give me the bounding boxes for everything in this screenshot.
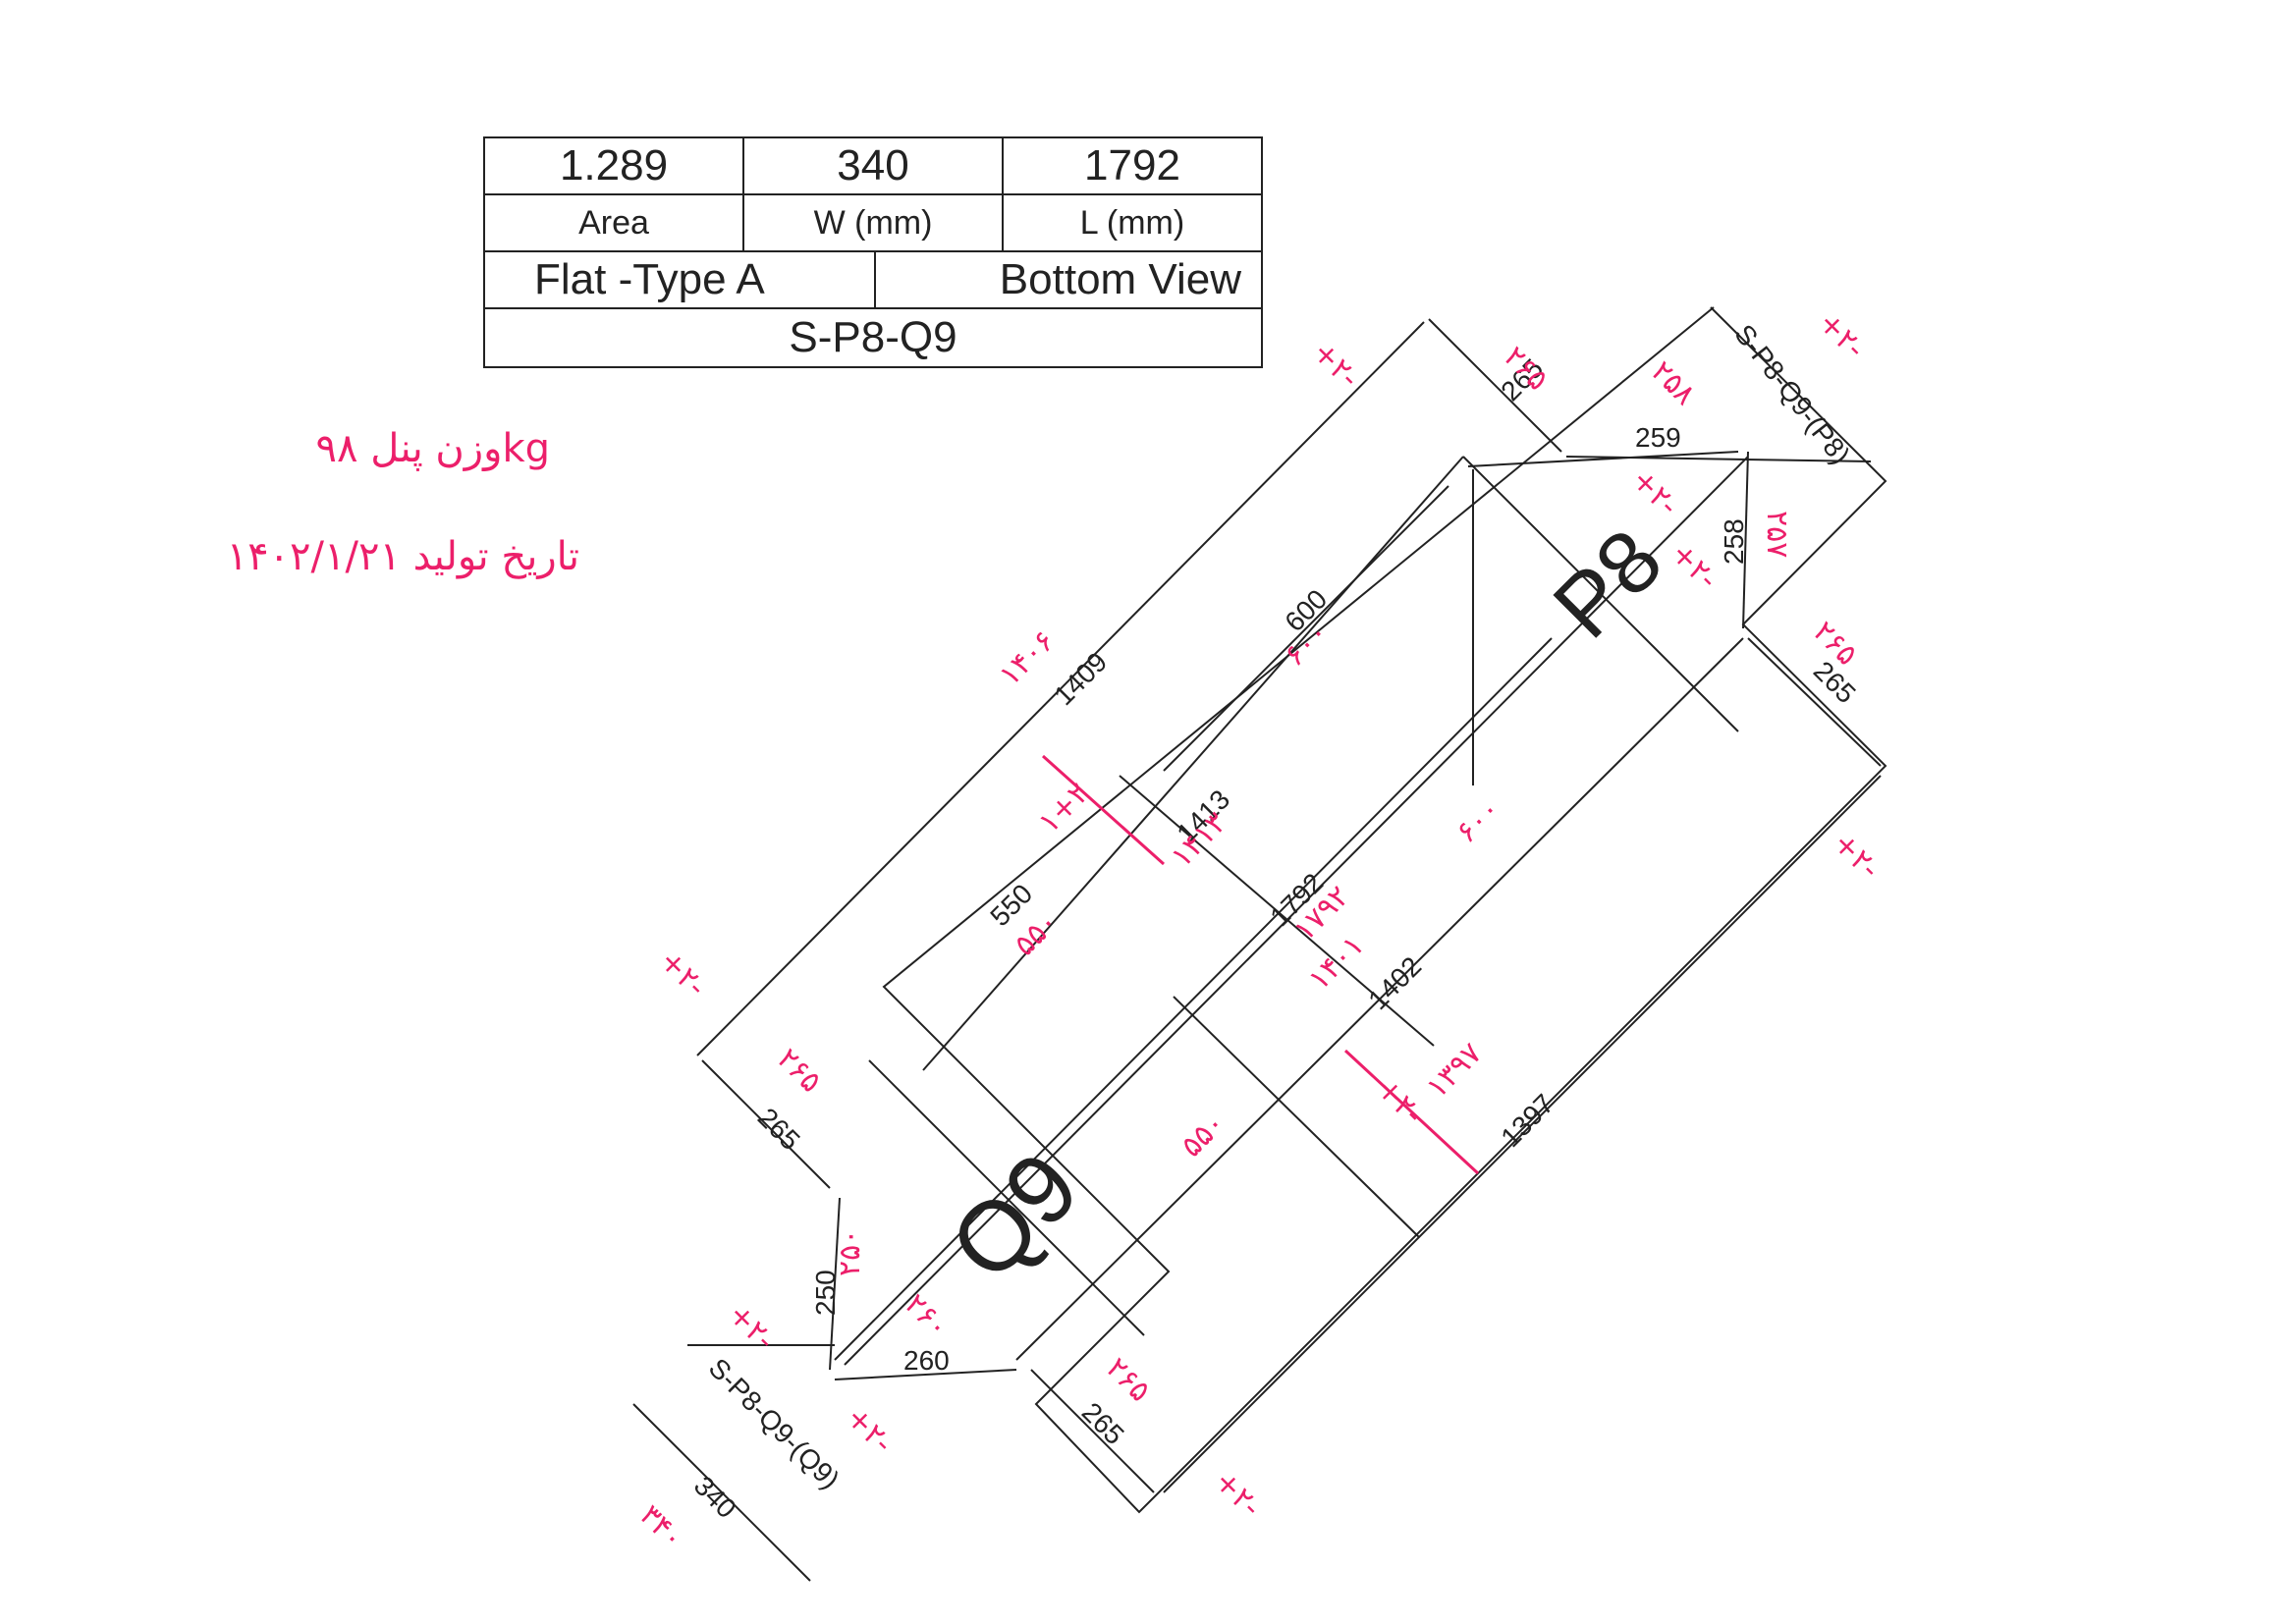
- dim-265-bottom: 265: [1076, 1396, 1130, 1450]
- hw-265c: ۲۶۵: [770, 1042, 828, 1100]
- production-date-note: تاریخ تولید ۱۴۰۲/۱/۲۱: [227, 534, 579, 579]
- hw-250: ۲۵۰: [833, 1229, 867, 1276]
- hw-258: ۲۵۷: [1760, 511, 1794, 558]
- dim-1409: 1409: [1048, 646, 1113, 711]
- hw-pm5: +۲-: [1826, 826, 1886, 887]
- dim-258: 258: [1719, 518, 1749, 565]
- length-value: 1792: [1002, 136, 1263, 195]
- hw-pm9: +۲-: [1207, 1464, 1268, 1525]
- hw-1409: ۱۴۰۶: [993, 623, 1062, 692]
- hw-1397: ۱۳۹۷: [1420, 1036, 1489, 1105]
- annotation-arrow-1: [1042, 754, 1165, 866]
- hw-pm3: +۲-: [1624, 462, 1685, 523]
- hw-259: ۲۵۸: [1644, 354, 1702, 412]
- dim-260: 260: [903, 1345, 950, 1376]
- edge-label-q9: S-P8-Q9-(Q9): [703, 1352, 846, 1494]
- panel-label-p8: P8: [1535, 512, 1681, 658]
- hw-pm7: +۲-: [721, 1297, 782, 1358]
- dim-250: 250: [810, 1270, 841, 1316]
- hw-260: ۲۶۰: [898, 1287, 956, 1345]
- panel-outline: [687, 306, 1887, 1514]
- dim-1397: 1397: [1495, 1088, 1559, 1153]
- dimension-lines: [632, 318, 1882, 1582]
- hw-pm8: +۲-: [839, 1400, 900, 1461]
- hw-pm1: +۲-: [1811, 305, 1872, 366]
- hw-600b: ۶۰۰: [1449, 792, 1507, 850]
- hw-pm2: +۲-: [1305, 335, 1366, 396]
- dim-265-left: 265: [752, 1102, 806, 1156]
- title-block: 1.289 340 1792 Area W (mm) L (mm) Flat -…: [483, 136, 1263, 368]
- hw-340: ۳۴۰: [632, 1498, 690, 1556]
- hw-265b: ۲۶۵: [1806, 615, 1864, 673]
- hw-pm6: +۲-: [652, 944, 713, 1004]
- panel-weight-note: وزن پنل ۹۸kg: [316, 426, 550, 471]
- drawing-id: S-P8-Q9: [483, 307, 1263, 368]
- dim-340: 340: [688, 1470, 742, 1524]
- length-label: L (mm): [1002, 193, 1263, 252]
- hw-265d: ۲۶۵: [1099, 1351, 1157, 1409]
- panel-label-q9: Q9: [929, 1131, 1100, 1302]
- hw-1409b: ۱+۲: [1032, 776, 1096, 839]
- annotation-arrow-2: [1343, 1049, 1480, 1175]
- dim-259: 259: [1635, 422, 1681, 453]
